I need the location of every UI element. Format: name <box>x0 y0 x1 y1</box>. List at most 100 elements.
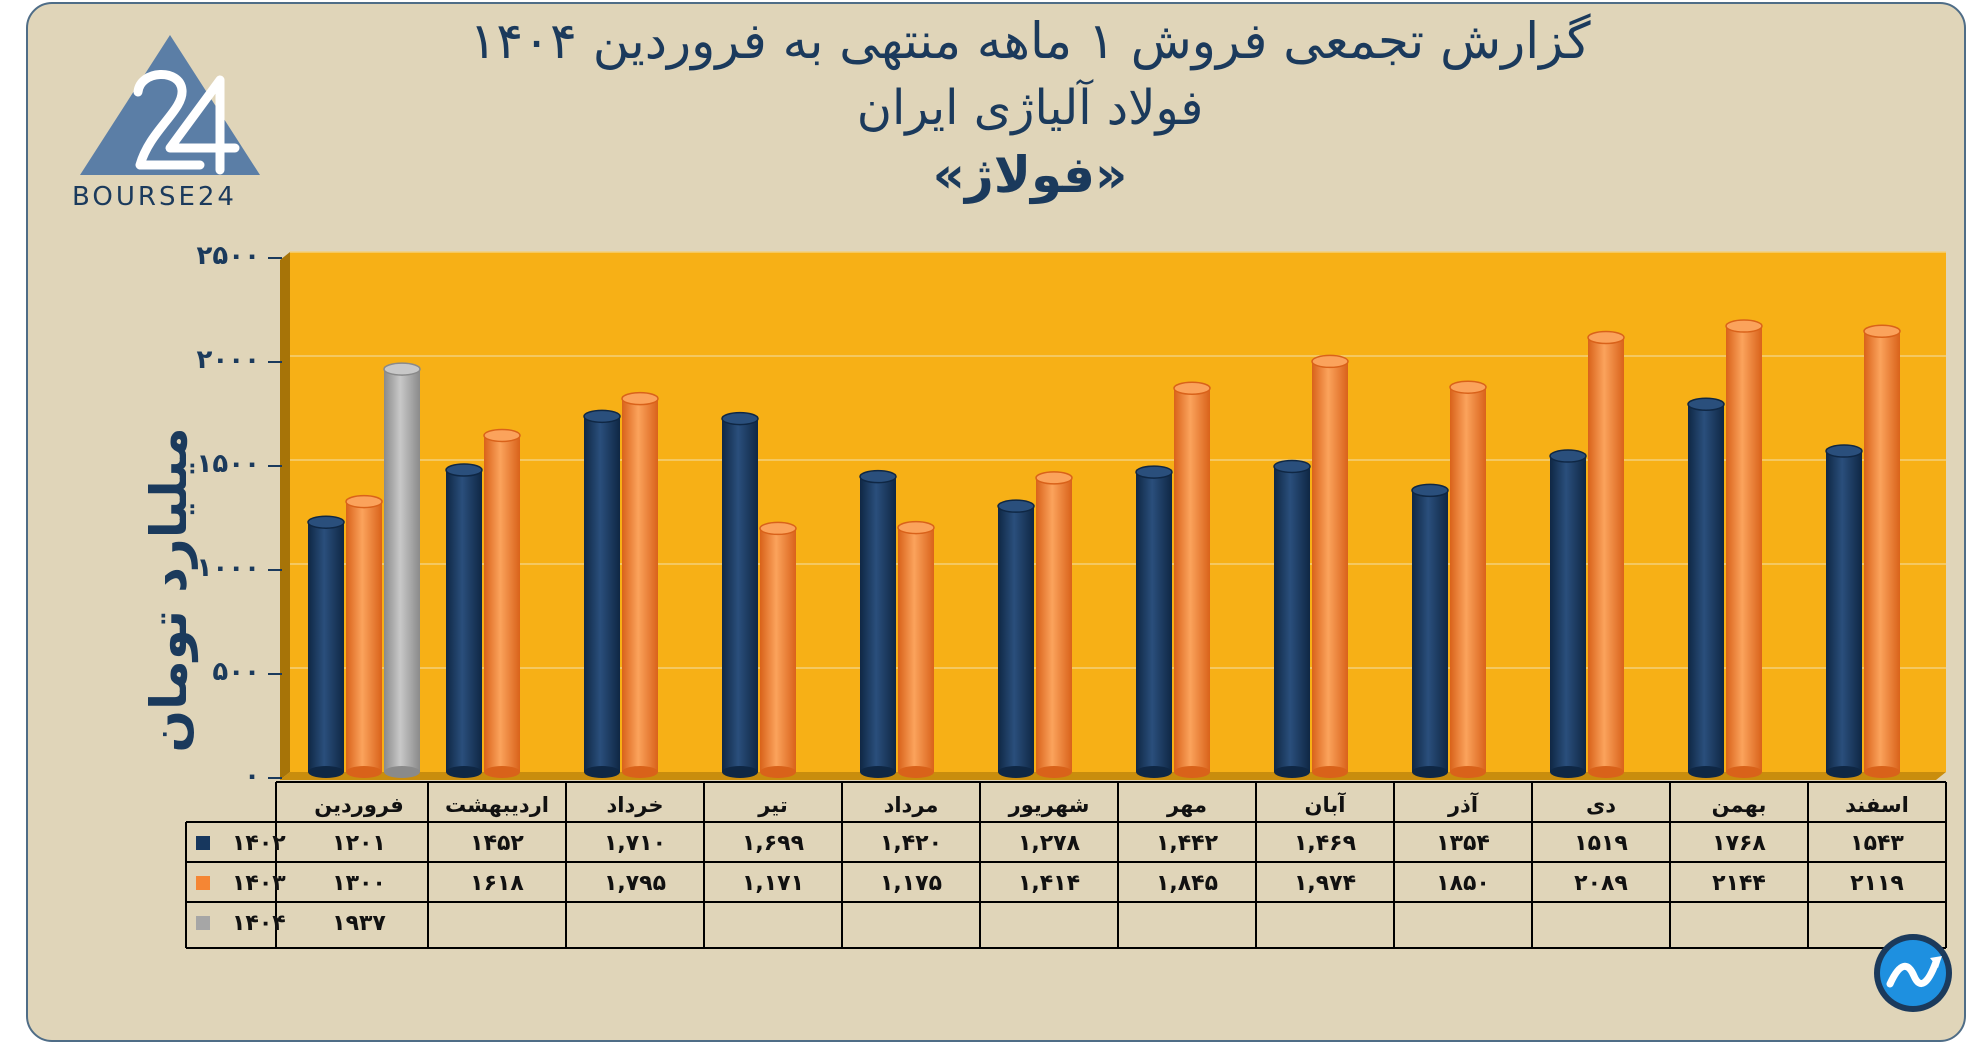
legend-key <box>196 916 210 930</box>
bar-base <box>1826 766 1862 778</box>
bar <box>1588 337 1624 772</box>
bar <box>860 476 896 772</box>
data-label: ۱,۶۹۹ <box>742 831 804 856</box>
bar <box>1136 472 1172 772</box>
bar-base <box>722 766 758 778</box>
legend-key <box>196 876 210 890</box>
bar-top <box>383 362 421 376</box>
bar <box>622 398 658 772</box>
bar <box>898 527 934 772</box>
bar <box>1726 326 1762 772</box>
bar <box>1312 361 1348 772</box>
data-label: ۲۰۸۹ <box>1574 871 1628 896</box>
data-label: ۱۵۱۹ <box>1574 831 1628 856</box>
bar-base <box>998 766 1034 778</box>
bar <box>484 435 520 772</box>
data-label: ۱۳۵۴ <box>1436 831 1490 856</box>
logo-wordmark: BOURSE24 <box>72 182 237 212</box>
category-label: مهر <box>1166 793 1207 817</box>
bar-top <box>1273 459 1311 474</box>
y-tick-label: ۲۰۰۰ <box>197 345 260 375</box>
bar-base <box>446 766 482 778</box>
bar <box>760 528 796 772</box>
data-label: ۱۵۴۳ <box>1850 831 1904 856</box>
bar-top <box>897 520 935 535</box>
bar <box>584 416 620 772</box>
y-tick-label: ۱۰۰۰ <box>197 553 260 583</box>
category-label: مرداد <box>884 793 939 817</box>
y-tick-label: ۰ <box>244 761 260 791</box>
bar-top <box>1825 444 1863 458</box>
bar-top <box>1311 354 1349 369</box>
legend-label: ۱۴۰۴ <box>232 911 286 936</box>
bar-top <box>307 515 345 529</box>
category-label: بهمن <box>1712 793 1767 817</box>
bar-top <box>1863 324 1901 338</box>
data-label: ۱,۹۷۴ <box>1294 871 1356 896</box>
category-label: آبان <box>1305 792 1347 817</box>
bar-top <box>583 409 621 424</box>
data-label: ۲۱۴۴ <box>1712 871 1766 896</box>
data-label: ۱,۴۴۲ <box>1156 831 1219 856</box>
category-label: اسفند <box>1845 793 1909 817</box>
data-label: ۱,۱۷۵ <box>880 871 942 896</box>
bar <box>384 369 420 772</box>
bar-base <box>484 766 520 778</box>
bar <box>1864 331 1900 772</box>
y-tick-label: ۵۰۰ <box>212 657 260 687</box>
legend-label: ۱۴۰۲ <box>232 831 286 856</box>
data-label: ۱,۷۹۵ <box>604 871 666 896</box>
bar <box>1036 477 1072 772</box>
bar-base <box>1312 766 1348 778</box>
bar-base <box>1688 766 1724 778</box>
data-label: ۱۸۵۰ <box>1436 871 1490 896</box>
bar <box>446 469 482 772</box>
bar <box>1550 456 1586 772</box>
bar <box>722 418 758 772</box>
bar-base <box>1274 766 1310 778</box>
bar-top <box>759 521 797 536</box>
bar-base <box>1174 766 1210 778</box>
y-tick-label: ۲۵۰۰ <box>197 241 260 271</box>
data-label: ۱۹۳۷ <box>332 911 386 936</box>
bar-top <box>621 391 659 406</box>
category-label: دی <box>1586 793 1616 817</box>
bar-top <box>1411 483 1449 498</box>
bar-top <box>1135 465 1173 479</box>
data-label: ۱,۷۱۰ <box>604 831 666 856</box>
data-label: ۱۷۶۸ <box>1712 831 1766 856</box>
bar-top <box>445 463 483 477</box>
category-label: شهریور <box>1008 793 1090 817</box>
legend-key <box>196 836 210 850</box>
bar-top <box>859 469 897 484</box>
bar-base <box>860 766 896 778</box>
data-label: ۲۱۱۹ <box>1850 871 1904 896</box>
data-label: ۱۶۱۸ <box>470 871 524 896</box>
bar-base <box>384 766 420 778</box>
data-label: ۱,۴۶۹ <box>1294 831 1356 856</box>
plot-floor <box>280 772 1946 780</box>
data-label: ۱۲۰۱ <box>332 831 386 856</box>
data-label: ۱,۲۷۸ <box>1018 831 1081 856</box>
bar <box>308 522 344 772</box>
data-label: ۱۳۰۰ <box>332 871 386 896</box>
bar <box>1412 490 1448 772</box>
bar-base <box>1550 766 1586 778</box>
bar-base <box>622 766 658 778</box>
bar-base <box>584 766 620 778</box>
plot-area <box>290 252 1946 772</box>
bar-base <box>1588 766 1624 778</box>
trend-chart-icon[interactable] <box>1872 932 1954 1014</box>
bar-top <box>1549 449 1587 463</box>
bar <box>998 506 1034 772</box>
bar-top <box>1687 397 1725 412</box>
category-label: آذر <box>1447 792 1479 817</box>
bar-top <box>483 428 521 443</box>
bar-base <box>346 766 382 778</box>
chart-ticker: «فولاژ» <box>932 146 1128 204</box>
bar-base <box>1726 766 1762 778</box>
bar-base <box>760 766 796 778</box>
bar-top <box>721 411 759 426</box>
bar <box>1688 404 1724 772</box>
